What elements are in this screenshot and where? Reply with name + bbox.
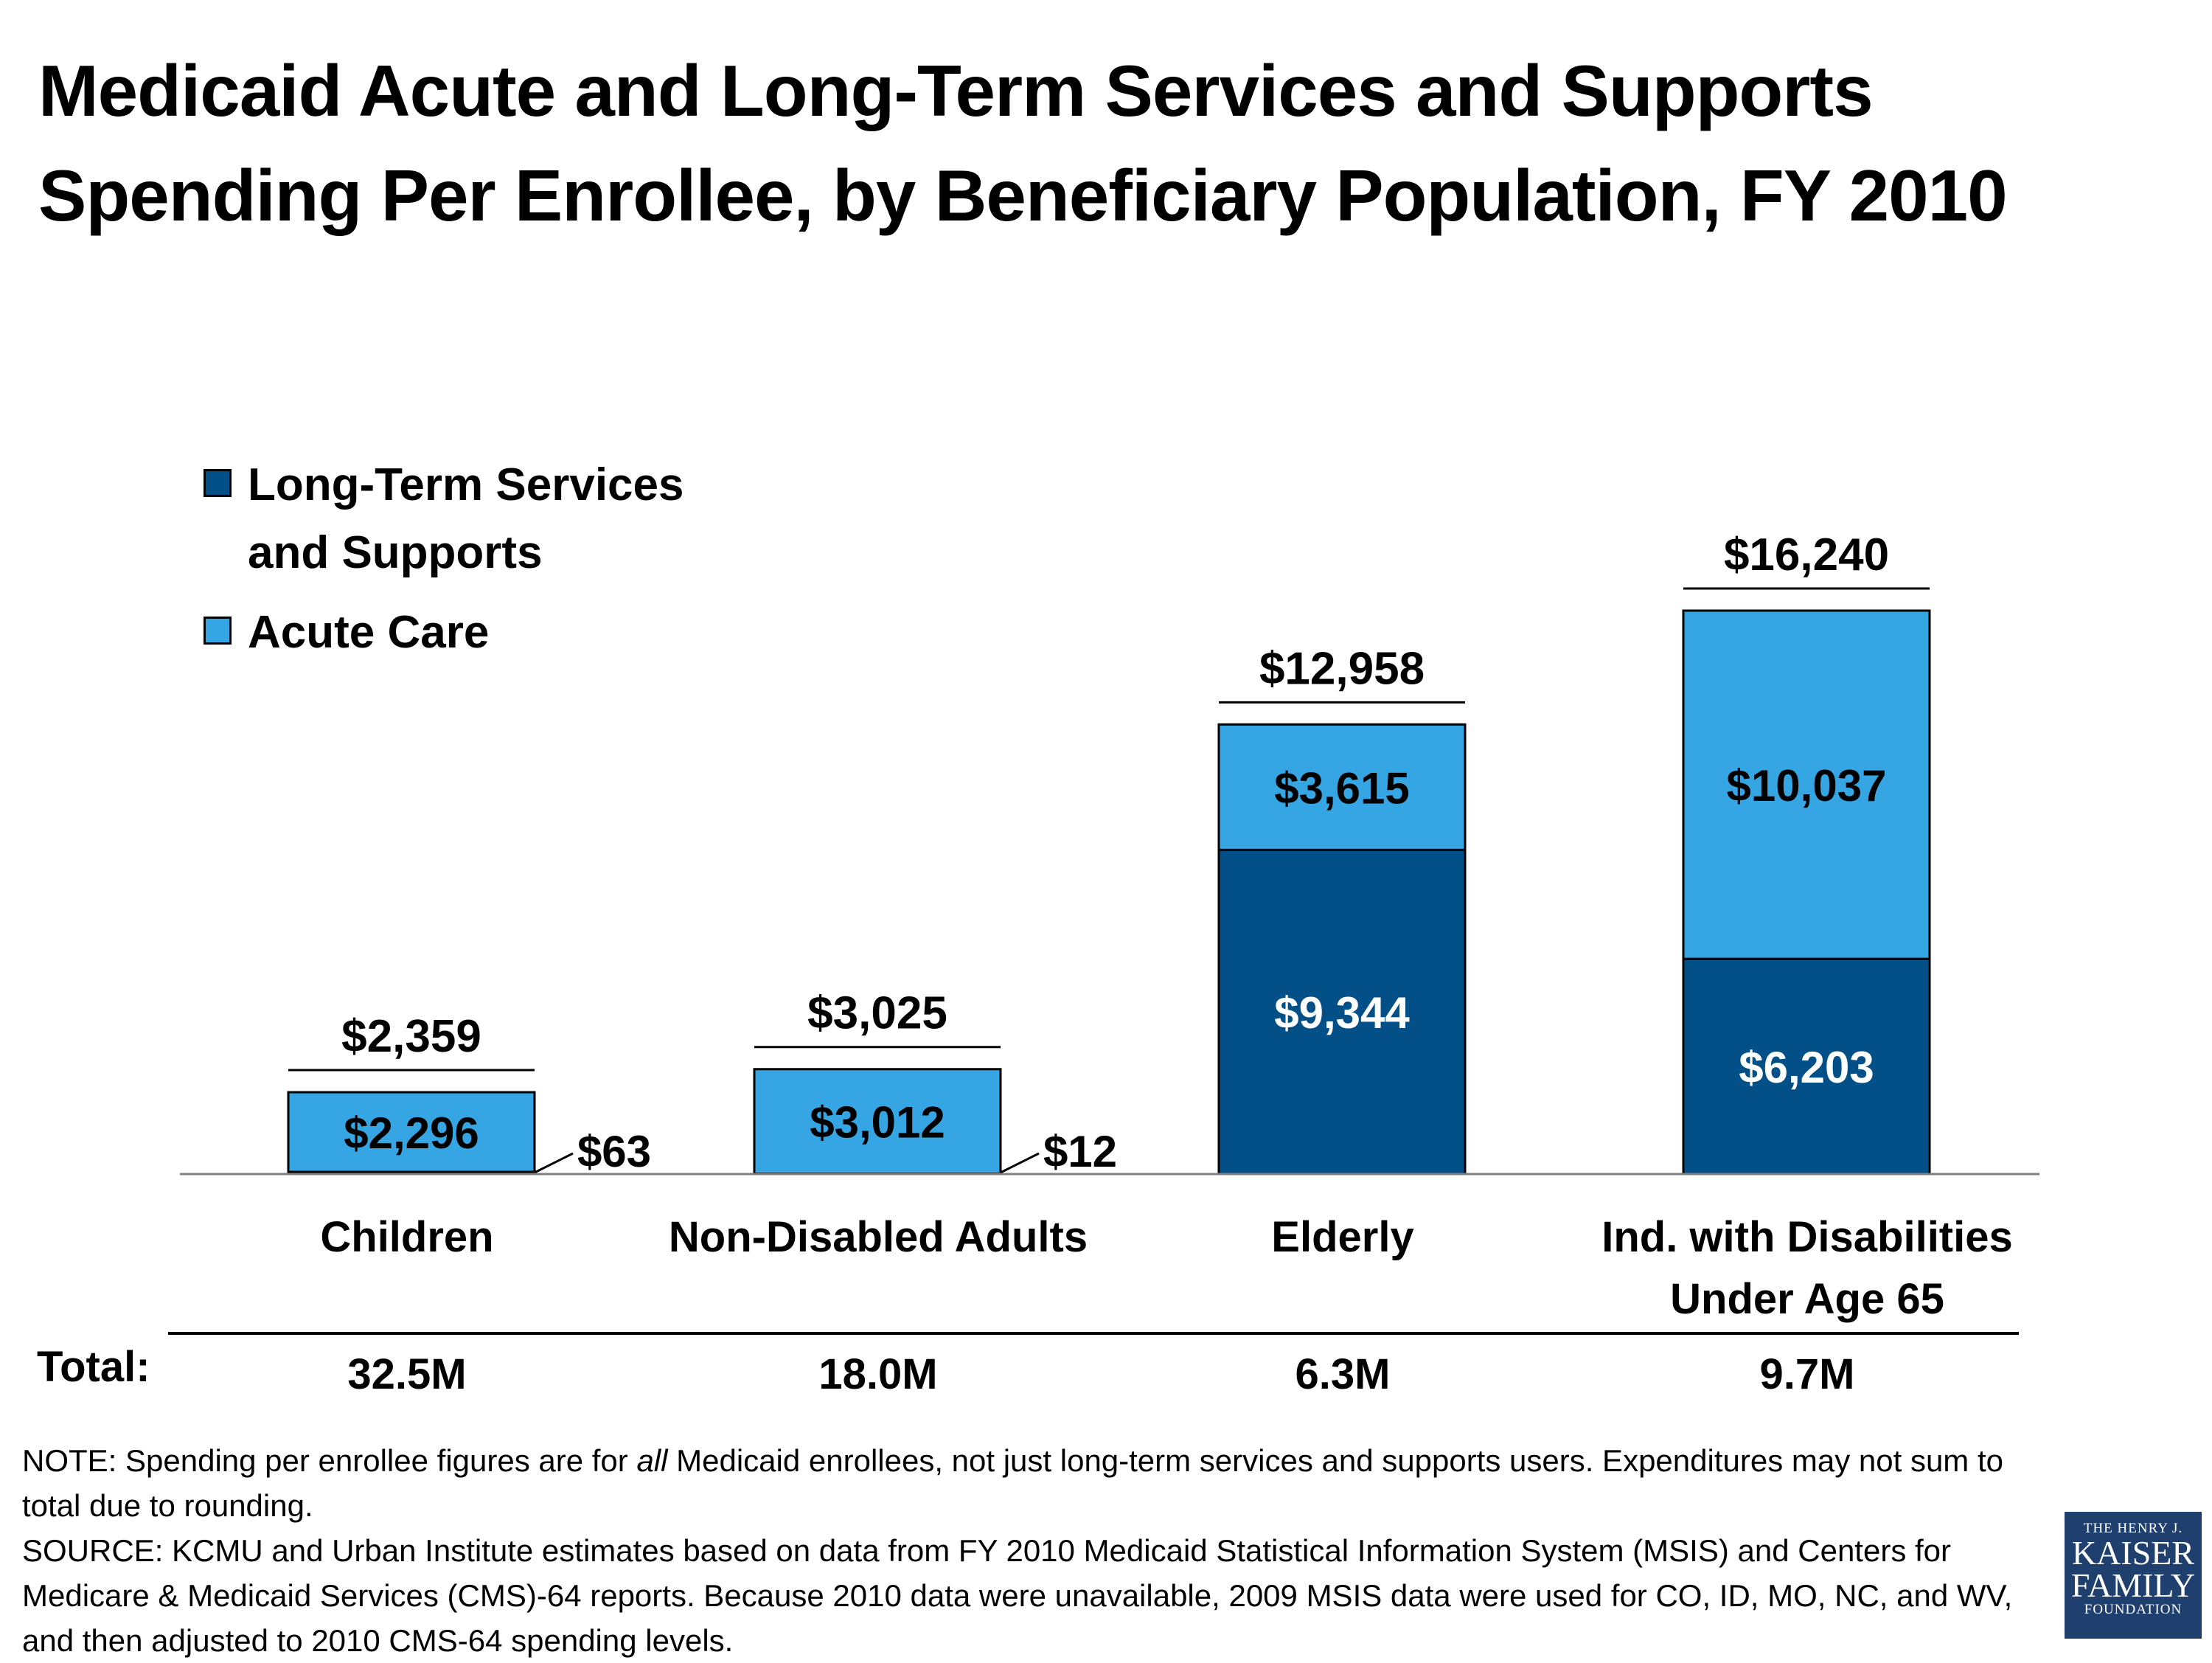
acute-value-label-non-disabled-adults: $3,012 (810, 1098, 945, 1148)
total-label: Total: (37, 1343, 150, 1391)
category-label-elderly: Elderly (1271, 1213, 1414, 1261)
legend-label-ltss-line2: and Supports (248, 527, 543, 578)
total-elderly: 6.3M (1295, 1350, 1391, 1398)
bar-acute-children (287, 1091, 536, 1173)
total-value-label-non-disabled-adults: $3,025 (807, 988, 947, 1039)
legend-label-acute: Acute Care (248, 607, 490, 658)
legend-item-ltss: Long-Term Services and Supports (204, 451, 684, 587)
title-line-2: Spending Per Enrollee, by Beneficiary Po… (38, 155, 2008, 236)
ltss-value-label-elderly: $9,344 (1274, 988, 1410, 1038)
title-line-1: Medicaid Acute and Long-Term Services an… (38, 50, 1874, 131)
ltss-value-label-disabilities: $6,203 (1739, 1043, 1874, 1092)
total-disabilities: 9.7M (1759, 1350, 1855, 1398)
legend-label-ltss: Long-Term Services (248, 459, 684, 510)
acute-value-label-disabilities: $10,037 (1727, 761, 1887, 810)
source-text: SOURCE: KCMU and Urban Institute estimat… (22, 1533, 2013, 1658)
category-label-disabilities: Ind. with Disabilities Under Age 65 (1601, 1213, 2013, 1323)
bar-ltss-elderly (1217, 848, 1467, 1176)
legend: Long-Term Services and Supports Acute Ca… (204, 451, 684, 667)
total-non-disabled-adults: 18.0M (818, 1350, 938, 1398)
kff-logo: THE HENRY J. KAISER FAMILY FOUNDATION (2065, 1512, 2202, 1639)
footnote: NOTE: Spending per enrollee figures are … (22, 1438, 2057, 1663)
chart-title: Medicaid Acute and Long-Term Services an… (38, 38, 2177, 248)
ltss-value-label-children: $63 (577, 1127, 651, 1176)
ltss-value-label-non-disabled-adults: $12 (1043, 1127, 1117, 1176)
total-children: 32.5M (347, 1350, 467, 1398)
bar-acute-disabilities (1682, 609, 1931, 960)
total-value-label-disabilities: $16,240 (1724, 530, 1889, 580)
note-text: NOTE: Spending per enrollee figures are … (22, 1443, 2003, 1523)
ltss-leader-non-disabled-adults (1000, 1152, 1040, 1174)
bar-acute-elderly (1217, 723, 1467, 851)
legend-swatch-ltss (204, 469, 232, 497)
totals-divider (168, 1332, 2019, 1335)
category-label-children: Children (320, 1213, 494, 1261)
legend-swatch-acute (204, 617, 232, 645)
stacked-bar-chart: $2,359 $63 $2,296 $3,025 $12 $3,012 $12,958 $9,… (180, 530, 2039, 1176)
acute-value-label-children: $2,296 (344, 1108, 479, 1158)
legend-item-acute: Acute Care (204, 599, 684, 667)
ltss-leader-children (534, 1152, 574, 1174)
bar-ltss-disabilities (1682, 957, 1931, 1176)
acute-value-label-elderly: $3,615 (1274, 763, 1410, 813)
total-value-label-children: $2,359 (341, 1011, 481, 1062)
total-value-label-elderly: $12,958 (1259, 643, 1425, 694)
category-label-non-disabled-adults: Non-Disabled Adults (668, 1213, 1088, 1261)
